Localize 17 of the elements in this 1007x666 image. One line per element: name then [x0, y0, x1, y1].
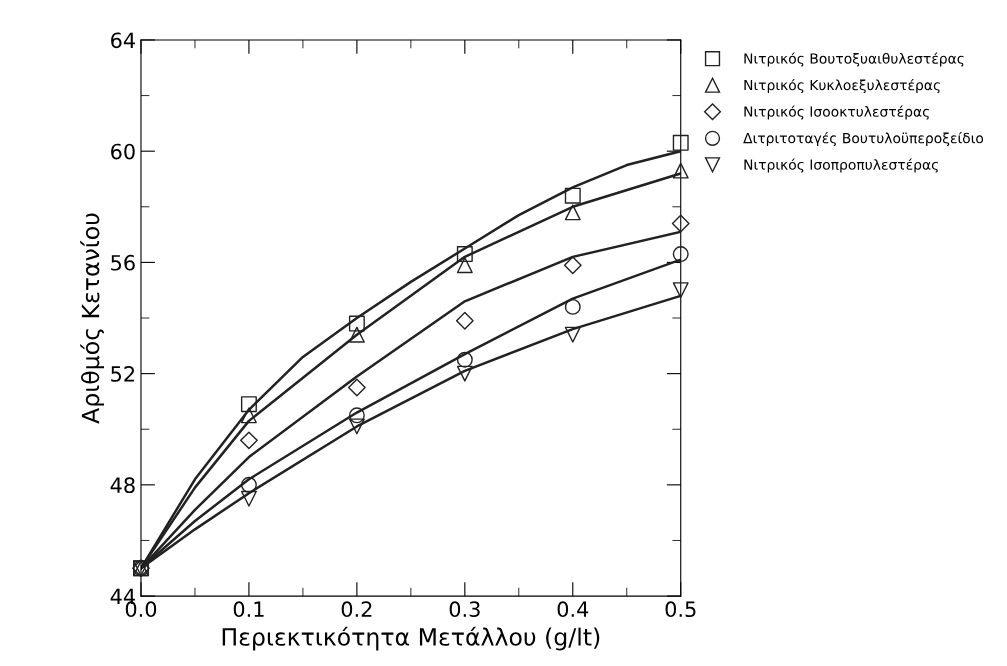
- x-tick-label: 0.2: [341, 601, 372, 618]
- y-tick-label: 56: [111, 254, 135, 271]
- y-tick-label: 60: [111, 143, 135, 160]
- y-tick-label: 52: [111, 366, 135, 382]
- x-tick-label: 0.5: [665, 601, 696, 618]
- x-tick-label: 0.4: [557, 601, 589, 618]
- x-tick-label: 0.1: [233, 601, 264, 618]
- legend-label: Διτριτοταγές Βουτυλοϋπεροξείδιο: [743, 132, 984, 147]
- y-tick-label: 64: [111, 32, 135, 49]
- legend-label: Νιτρικός Ισοπροπυλεστέρας: [744, 158, 938, 173]
- legend-label: Νιτρικός Κυκλοεξυλεστέρας: [744, 78, 940, 94]
- x-axis-title: Περιεκτικότητα Μετάλλου (g/lt): [222, 626, 600, 651]
- legend-label: Νιτρικός Ισοοκτυλεστέρας: [744, 105, 929, 120]
- x-tick-label: 0.3: [449, 601, 480, 618]
- legend-label: Νιτρικός Βουτοξυαιθυλεστέρας: [744, 52, 964, 67]
- y-tick-label: 48: [110, 477, 135, 494]
- y-axis-title: Αριθμός Κετανίου: [80, 213, 105, 424]
